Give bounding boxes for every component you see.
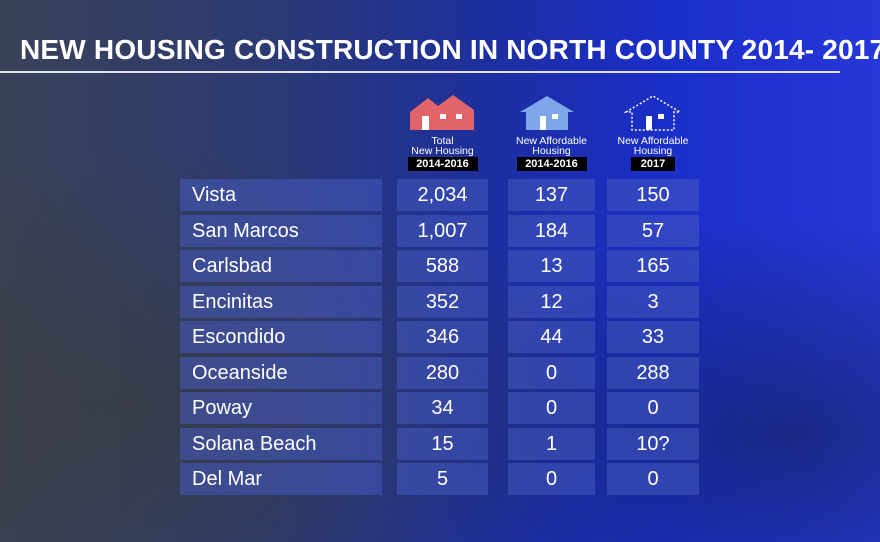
row-name: Del Mar	[180, 463, 382, 495]
cell-value: 13	[508, 250, 595, 282]
row-name: Escondido	[180, 321, 382, 353]
cell-value: 15	[397, 427, 488, 460]
icon-total-housing	[410, 95, 474, 130]
cell-value: 1	[508, 427, 595, 460]
cell-value: 0	[607, 392, 699, 424]
cell-value: 1,007	[397, 214, 488, 247]
cell-value: 2,034	[397, 179, 488, 211]
title: NEW HOUSING CONSTRUCTION IN NORTH COUNTY…	[20, 34, 880, 65]
column-period: 2014-2016	[407, 157, 478, 171]
cell-value: 184	[508, 214, 595, 247]
row-name: Solana Beach	[180, 427, 382, 460]
cell-value: 165	[607, 250, 699, 282]
cell-value: 33	[607, 321, 699, 353]
cell-value: 3	[607, 285, 699, 318]
row-name: Oceanside	[180, 356, 382, 389]
cell-value: 34	[397, 392, 488, 424]
cell-value: 10?	[607, 427, 699, 460]
icon-affordable-2017	[624, 95, 682, 131]
cell-value: 0	[508, 356, 595, 389]
cell-value: 12	[508, 285, 595, 318]
column-header: Housing	[532, 145, 571, 157]
column-header: Housing	[633, 145, 673, 157]
row-name: Vista	[180, 179, 382, 211]
cell-value: 288	[607, 356, 699, 389]
column-header: New Affordable	[515, 135, 588, 147]
cell-value: 57	[607, 214, 699, 247]
row-name: San Marcos	[180, 214, 382, 247]
column-period: 2014-2016	[516, 157, 587, 171]
column-header: New Housing	[411, 145, 474, 157]
cell-value: 5	[397, 463, 488, 495]
cell-value: 150	[607, 179, 699, 211]
column-period: 2017	[631, 157, 675, 171]
cell-value: 0	[508, 463, 595, 495]
cell-value: 588	[397, 250, 488, 282]
title-rule	[0, 71, 840, 73]
row-name: Encinitas	[180, 285, 382, 318]
cell-value: 346	[397, 321, 488, 353]
row-name: Poway	[180, 392, 382, 424]
cell-value: 44	[508, 321, 595, 353]
cell-value: 137	[508, 179, 595, 211]
cell-value: 0	[607, 463, 699, 495]
cell-value: 352	[397, 285, 488, 318]
column-header: Total	[431, 135, 454, 147]
column-header: New Affordable	[617, 135, 689, 147]
icon-affordable	[520, 96, 574, 130]
cell-value: 280	[397, 356, 488, 389]
row-name: Carlsbad	[180, 250, 382, 282]
cell-value: 0	[508, 392, 595, 424]
